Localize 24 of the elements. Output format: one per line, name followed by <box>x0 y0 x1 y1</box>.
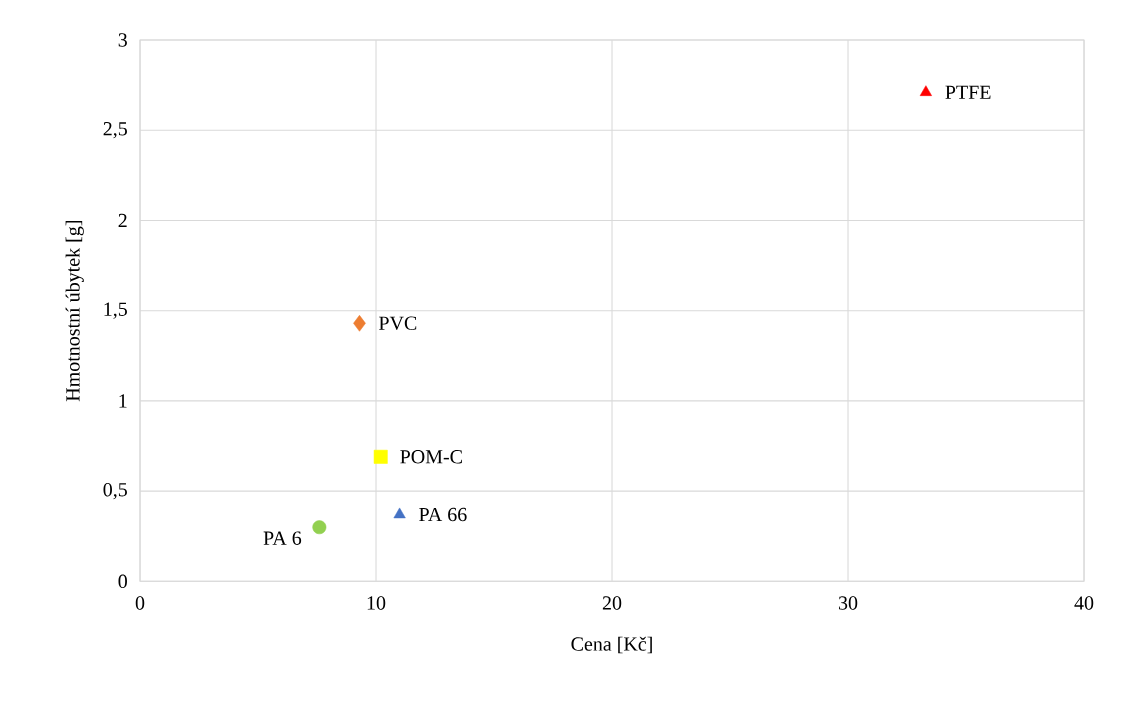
y-tick-label: 2 <box>118 213 127 227</box>
x-tick-label: 40 <box>1074 596 1094 610</box>
series-label: PVC <box>379 316 417 330</box>
series-label: POM-C <box>400 449 462 464</box>
point <box>312 520 327 534</box>
y-tick-label: 0 <box>118 574 127 588</box>
point <box>393 507 406 519</box>
x-tick-label: 10 <box>367 596 386 610</box>
series-label: PA 66 <box>419 507 467 522</box>
x-tick-label: 20 <box>602 596 622 610</box>
point <box>353 314 366 332</box>
x-tick-label: 0 <box>135 596 145 610</box>
series-label: PTFE <box>945 85 991 99</box>
y-axis-title: Hmotnostní úbytek [g] <box>65 220 84 402</box>
series-label: PA 6 <box>263 531 302 545</box>
y-tick-label: 2,5 <box>103 121 127 139</box>
y-tick-label: 0,5 <box>103 482 127 500</box>
x-axis-title: Cena [Kč] <box>571 636 652 654</box>
y-tick-label: 1,5 <box>104 302 127 319</box>
x-tick-label: 30 <box>838 596 858 610</box>
point <box>373 449 388 464</box>
y-tick-label: 1 <box>119 394 127 408</box>
point <box>919 85 932 96</box>
y-tick-label: 3 <box>118 33 127 47</box>
